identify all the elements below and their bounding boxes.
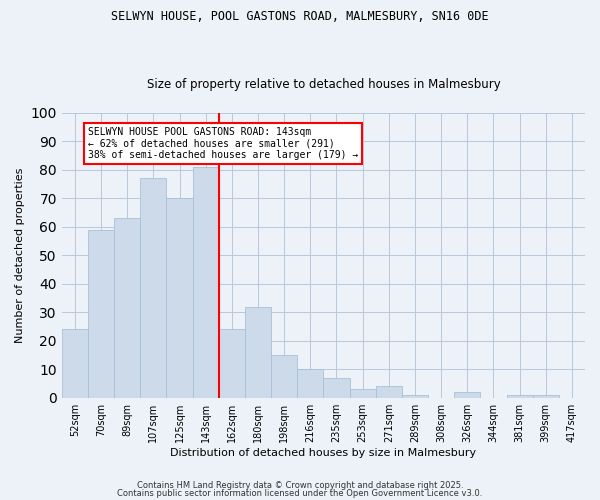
Bar	[193, 167, 219, 398]
Text: SELWYN HOUSE, POOL GASTONS ROAD, MALMESBURY, SN16 0DE: SELWYN HOUSE, POOL GASTONS ROAD, MALMESB…	[111, 10, 489, 23]
Bar	[114, 218, 140, 398]
Bar	[506, 395, 533, 398]
Bar	[454, 392, 481, 398]
Text: SELWYN HOUSE POOL GASTONS ROAD: 143sqm
← 62% of detached houses are smaller (291: SELWYN HOUSE POOL GASTONS ROAD: 143sqm ←…	[88, 127, 358, 160]
X-axis label: Distribution of detached houses by size in Malmesbury: Distribution of detached houses by size …	[170, 448, 476, 458]
Bar	[271, 355, 297, 398]
Y-axis label: Number of detached properties: Number of detached properties	[15, 168, 25, 343]
Text: Contains public sector information licensed under the Open Government Licence v3: Contains public sector information licen…	[118, 488, 482, 498]
Bar	[140, 178, 166, 398]
Bar	[297, 369, 323, 398]
Bar	[350, 389, 376, 398]
Text: Contains HM Land Registry data © Crown copyright and database right 2025.: Contains HM Land Registry data © Crown c…	[137, 481, 463, 490]
Bar	[376, 386, 402, 398]
Bar	[402, 395, 428, 398]
Bar	[323, 378, 350, 398]
Bar	[88, 230, 114, 398]
Bar	[245, 306, 271, 398]
Bar	[219, 330, 245, 398]
Title: Size of property relative to detached houses in Malmesbury: Size of property relative to detached ho…	[146, 78, 500, 91]
Bar	[166, 198, 193, 398]
Bar	[533, 395, 559, 398]
Bar	[62, 330, 88, 398]
